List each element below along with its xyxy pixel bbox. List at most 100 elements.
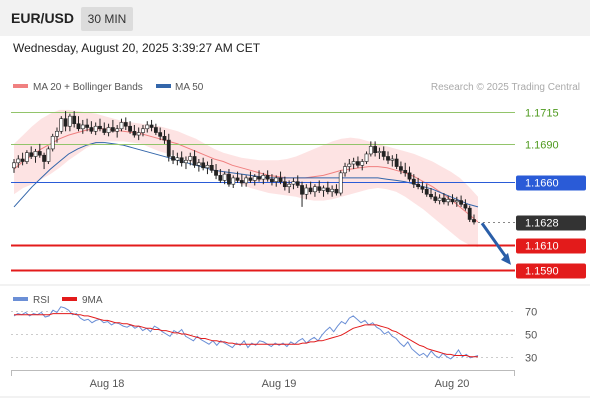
candle-body bbox=[433, 196, 438, 201]
level-badge-1.1660 bbox=[516, 175, 586, 191]
candle-body bbox=[261, 175, 266, 180]
rsi-tick-50: 50 bbox=[525, 330, 537, 342]
candle-body bbox=[252, 176, 257, 181]
candle-body bbox=[429, 193, 433, 198]
candle-body bbox=[338, 172, 343, 194]
level-badge-1.1590 bbox=[516, 263, 586, 279]
rsi-ma-line bbox=[14, 313, 478, 358]
legend-label-rsi: RSI bbox=[33, 295, 50, 306]
candle-body bbox=[265, 175, 270, 180]
candle-body bbox=[209, 165, 214, 171]
rsi-tick-70: 70 bbox=[525, 307, 537, 319]
candle-body bbox=[287, 183, 292, 188]
candle-body bbox=[175, 157, 180, 161]
candle-body bbox=[235, 177, 240, 181]
candle-body bbox=[313, 186, 317, 193]
candle-body bbox=[308, 187, 313, 193]
candle-body bbox=[459, 200, 464, 205]
candle-body bbox=[201, 162, 206, 169]
candle-body bbox=[196, 162, 201, 166]
legend-swatch-rsi-ma bbox=[62, 297, 77, 301]
x-tick-label-1: Aug 19 bbox=[262, 378, 297, 390]
legend-swatch-ma20 bbox=[13, 84, 28, 88]
candle-body bbox=[37, 151, 42, 156]
legend-label-ma20: MA 20 + Bollinger Bands bbox=[33, 82, 143, 93]
level-badge-1.1610 bbox=[516, 238, 586, 254]
candle-body bbox=[59, 118, 64, 132]
candle-body bbox=[317, 186, 322, 191]
candle-body bbox=[50, 136, 55, 150]
candle-body bbox=[46, 148, 51, 162]
candle-body bbox=[420, 186, 425, 190]
candle-body bbox=[231, 177, 236, 185]
candle-body bbox=[347, 163, 352, 167]
candle-body bbox=[472, 219, 476, 223]
candle-body bbox=[351, 161, 356, 165]
candle-body bbox=[153, 127, 158, 133]
candle-body bbox=[368, 146, 373, 155]
level-label-1.1590: 1.1590 bbox=[525, 266, 559, 278]
candle-body bbox=[110, 127, 115, 132]
candle-body bbox=[171, 156, 175, 161]
candle-body bbox=[149, 124, 154, 128]
candle-body bbox=[446, 199, 451, 203]
candle-body bbox=[373, 146, 378, 153]
candle-body bbox=[20, 158, 25, 162]
candle-body bbox=[360, 161, 365, 166]
candle-body bbox=[325, 187, 330, 193]
candle-body bbox=[282, 181, 287, 188]
candle-body bbox=[377, 151, 382, 154]
candle-body bbox=[334, 188, 339, 194]
candle-body bbox=[98, 125, 102, 130]
candle-body bbox=[33, 151, 38, 157]
forecast-arrow bbox=[480, 222, 510, 261]
candle-body bbox=[63, 118, 68, 127]
x-tick-label-0: Aug 18 bbox=[90, 378, 125, 390]
candle-body bbox=[407, 172, 412, 180]
timestamp: Wednesday, August 20, 2025 3:39:27 AM CE… bbox=[13, 41, 261, 55]
candle-body bbox=[93, 125, 98, 132]
rsi-line bbox=[13, 306, 479, 360]
candle-body bbox=[145, 124, 150, 130]
candle-body bbox=[162, 136, 167, 141]
symbol-label: EUR/USD bbox=[11, 10, 75, 26]
candle-body bbox=[463, 204, 468, 209]
candle-body bbox=[411, 178, 416, 185]
research-credit: Research © 2025 Trading Central bbox=[431, 82, 580, 93]
candle-body bbox=[442, 197, 446, 203]
candle-body bbox=[222, 173, 227, 181]
candle-body bbox=[295, 181, 300, 186]
rsi-tick-30: 30 bbox=[525, 353, 537, 365]
candle-body bbox=[227, 173, 231, 185]
candle-body bbox=[55, 130, 59, 137]
candle-body bbox=[386, 156, 390, 161]
candle-body bbox=[330, 188, 335, 193]
level-label-1.1610: 1.1610 bbox=[525, 241, 559, 253]
level-label-1.1715: 1.1715 bbox=[525, 108, 559, 120]
candle-body bbox=[214, 170, 218, 176]
ma50-line bbox=[13, 142, 479, 208]
candle-body bbox=[321, 187, 326, 191]
level-label-1.1660: 1.1660 bbox=[525, 178, 559, 190]
candle-body bbox=[158, 132, 163, 137]
timeframe-badge[interactable]: 30 MIN bbox=[81, 7, 133, 31]
candle-body bbox=[184, 159, 188, 164]
candle-body bbox=[188, 156, 193, 161]
candle-body bbox=[437, 197, 442, 201]
candle-body bbox=[132, 130, 137, 136]
candle-body bbox=[274, 177, 279, 182]
candle-body bbox=[381, 151, 386, 157]
candle-body bbox=[399, 166, 403, 171]
candle-body bbox=[205, 165, 210, 169]
legend-label-ma50: MA 50 bbox=[175, 82, 204, 93]
candle-body bbox=[467, 207, 472, 220]
candle-body bbox=[403, 170, 408, 174]
candle-body bbox=[244, 177, 249, 184]
forecast-arrow-head bbox=[501, 252, 511, 265]
candle-body bbox=[12, 162, 16, 169]
candle-body bbox=[136, 132, 141, 136]
candle-body bbox=[89, 127, 94, 132]
candle-body bbox=[257, 176, 261, 180]
candle-body bbox=[356, 161, 360, 166]
